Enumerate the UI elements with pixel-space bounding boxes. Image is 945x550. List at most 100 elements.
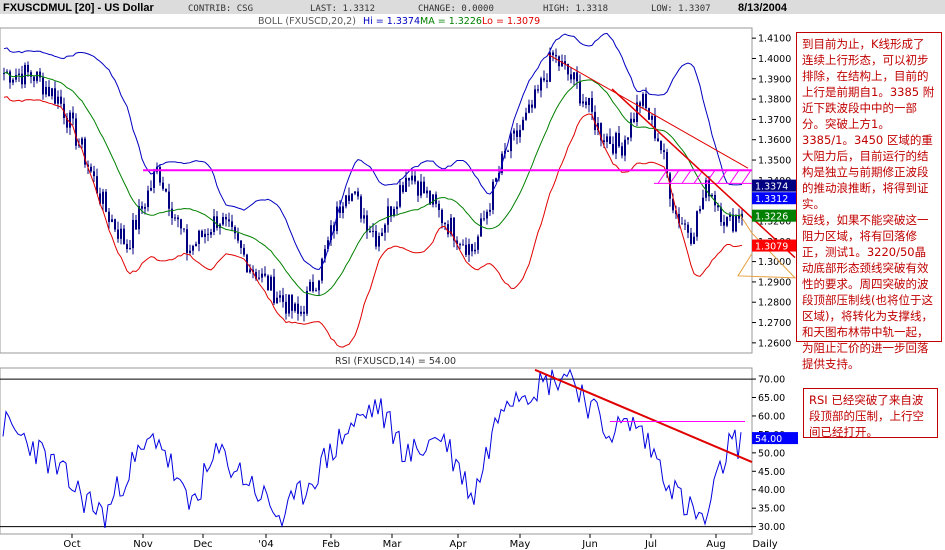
badge-ma-bg	[752, 209, 798, 222]
price-tick-label: 1.2700	[758, 318, 791, 329]
badge-rsi: 54.00	[755, 434, 782, 445]
rsi-tick-label: 65.00	[758, 393, 785, 404]
candle-body	[291, 294, 293, 311]
candle-body	[486, 211, 488, 219]
candle-body	[162, 182, 164, 189]
candle-body	[288, 294, 290, 314]
candle-body	[318, 280, 320, 291]
candle-body	[189, 250, 191, 253]
candle-body	[87, 164, 89, 167]
candle-body	[303, 311, 305, 314]
candle-body	[108, 211, 110, 222]
time-axis: Oct Nov Dec '04 Feb Mar Apr May Jun Jul Aug Daily	[63, 534, 778, 550]
candle-body	[714, 194, 716, 206]
candle-body	[612, 143, 614, 154]
candle-body	[588, 98, 590, 105]
candle-body	[285, 301, 287, 314]
candle-body	[198, 230, 200, 244]
time-tick-label: Dec	[193, 539, 212, 550]
candle-body	[540, 78, 542, 91]
candle-body	[561, 61, 563, 67]
rsi-note: RSI 已经突破了来自波段顶部的压制，上行空间已经打开。	[803, 388, 938, 439]
candle-body	[114, 219, 116, 230]
candle-body	[180, 219, 182, 229]
rsi-note-text: RSI 已经突破了来自波段顶部的压制，上行空间已经打开。	[809, 393, 924, 439]
change-label: CHANGE: 0.0000	[418, 4, 494, 14]
price-tick-label: 1.3900	[758, 74, 791, 85]
candle-body	[66, 117, 68, 128]
candle-body	[495, 178, 497, 182]
badge-hi: 1.3374	[755, 182, 788, 193]
candle-body	[411, 175, 413, 181]
candle-body	[177, 217, 179, 220]
candle-body	[690, 232, 692, 244]
candle-body	[606, 136, 608, 142]
candle-body	[672, 198, 674, 211]
candle-body	[507, 150, 509, 152]
date-label: 8/13/2004	[738, 2, 788, 14]
candle-body	[396, 206, 398, 209]
candle-body	[240, 240, 242, 248]
candle-body	[555, 55, 557, 57]
candle-body	[336, 206, 338, 232]
candle-body	[444, 223, 446, 225]
candle-body	[432, 194, 434, 205]
candle-body	[192, 245, 194, 251]
candle-body	[234, 227, 236, 234]
price-tick-label: 1.3600	[758, 135, 791, 146]
candle-body	[147, 190, 149, 207]
boll-legend-prefix: BOLL (FXUSCD,20,2)	[258, 16, 356, 27]
candle-body	[375, 231, 377, 247]
candle-body	[516, 130, 518, 137]
symbol-title: FXUSCDMUL [20] - US Dollar	[3, 2, 154, 14]
candle-body	[720, 207, 722, 222]
candle-body	[252, 269, 254, 273]
resistance-hatch	[705, 169, 716, 184]
price-tick-label: 1.3000	[758, 257, 791, 268]
candle-body	[708, 180, 710, 197]
rsi-tick-label: 30.00	[758, 522, 785, 533]
candle-body	[387, 206, 389, 225]
candle-body	[27, 64, 29, 73]
badge-last: 1.3312	[755, 194, 788, 205]
candle-body	[51, 88, 53, 97]
candle-body	[309, 281, 311, 291]
candle-body	[717, 205, 719, 208]
price-tick-label: 1.4100	[758, 34, 791, 45]
resistance-hatch	[669, 169, 680, 184]
resistance-hatch	[741, 169, 752, 184]
candle-body	[420, 181, 422, 196]
candle-body	[633, 118, 635, 122]
candle-body	[546, 80, 548, 82]
candle-body	[165, 188, 167, 192]
candle-body	[294, 303, 296, 311]
candle-body	[693, 236, 695, 244]
candle-body	[168, 191, 170, 209]
candle-body	[723, 221, 725, 226]
candle-body	[9, 71, 11, 83]
candle-body	[522, 119, 524, 130]
contrib-label: CONTRIB: CSG	[188, 4, 253, 14]
candle-body	[426, 190, 428, 194]
candle-body	[666, 152, 668, 174]
candle-body	[648, 108, 650, 120]
candle-body	[582, 101, 584, 104]
time-tick-label: '04	[258, 539, 273, 550]
bollinger-lower	[3, 96, 743, 348]
candle-body	[342, 206, 344, 213]
candle-body	[366, 215, 368, 232]
candle-body	[738, 215, 740, 219]
candle-body	[378, 235, 380, 247]
candle-body	[657, 138, 659, 142]
candle-body	[210, 232, 212, 235]
candle-body	[630, 118, 632, 138]
badge-ma: 1.3226	[755, 212, 788, 223]
price-tick-label: 1.3800	[758, 95, 791, 106]
candle-body	[54, 88, 56, 104]
candle-body	[267, 275, 269, 291]
boll-legend-hi: Hi = 1.3374	[363, 16, 420, 27]
candle-body	[531, 104, 533, 108]
candle-body	[297, 303, 299, 314]
candle-body	[417, 181, 419, 196]
